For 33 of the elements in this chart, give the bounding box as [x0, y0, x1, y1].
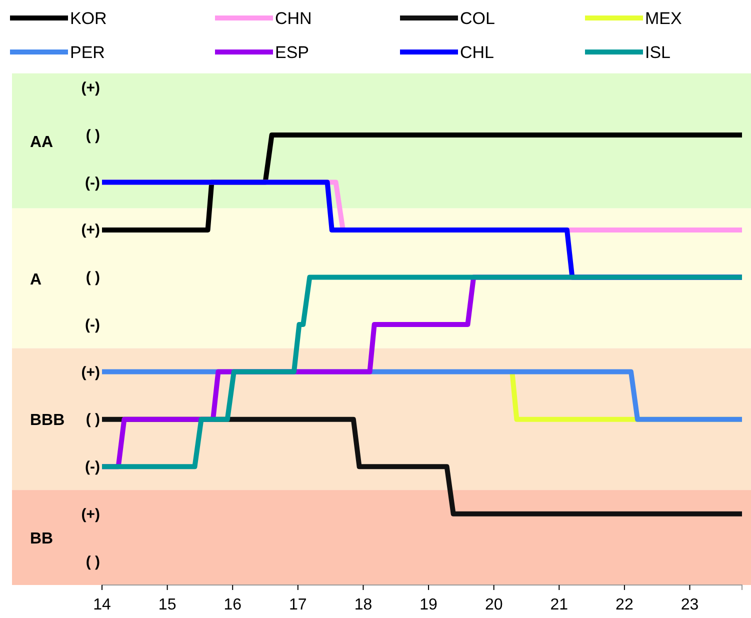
x-tick-label: 23 — [680, 596, 699, 614]
legend-label: MEX — [645, 9, 682, 28]
band-label: A — [30, 271, 42, 288]
legend-label: PER — [70, 43, 105, 62]
text: (+) — [81, 364, 100, 381]
text: ( ) — [86, 127, 100, 144]
band-label: BBB — [30, 412, 65, 430]
legend-label: ESP — [275, 43, 310, 62]
text: (-) — [85, 458, 100, 476]
legend-label: COL — [460, 9, 495, 28]
x-tick-label: 19 — [420, 596, 438, 614]
legend-label: ISL — [645, 43, 671, 62]
text: (+) — [81, 506, 100, 523]
x-tick-label: 16 — [224, 596, 242, 614]
legend-label: CHL — [460, 43, 494, 62]
x-tick-label: 21 — [550, 596, 568, 614]
text: (-) — [85, 316, 100, 334]
legend-label: CHN — [275, 9, 312, 28]
x-tick-label: 17 — [289, 596, 307, 614]
text: ( ) — [86, 411, 100, 428]
legend-label: KOR — [70, 9, 107, 28]
x-tick-label: 15 — [158, 596, 176, 614]
band-label: AA — [30, 134, 54, 151]
text: ( ) — [86, 269, 100, 286]
text: ( ) — [86, 553, 100, 570]
x-tick-label: 22 — [616, 596, 634, 614]
band-label: BB — [30, 530, 54, 548]
x-tick-label: 20 — [484, 596, 503, 614]
text: (+) — [81, 80, 100, 97]
text: (-) — [85, 174, 100, 192]
x-tick-label: 18 — [354, 596, 372, 614]
text: (+) — [81, 222, 100, 239]
x-tick-label: 14 — [93, 596, 111, 614]
